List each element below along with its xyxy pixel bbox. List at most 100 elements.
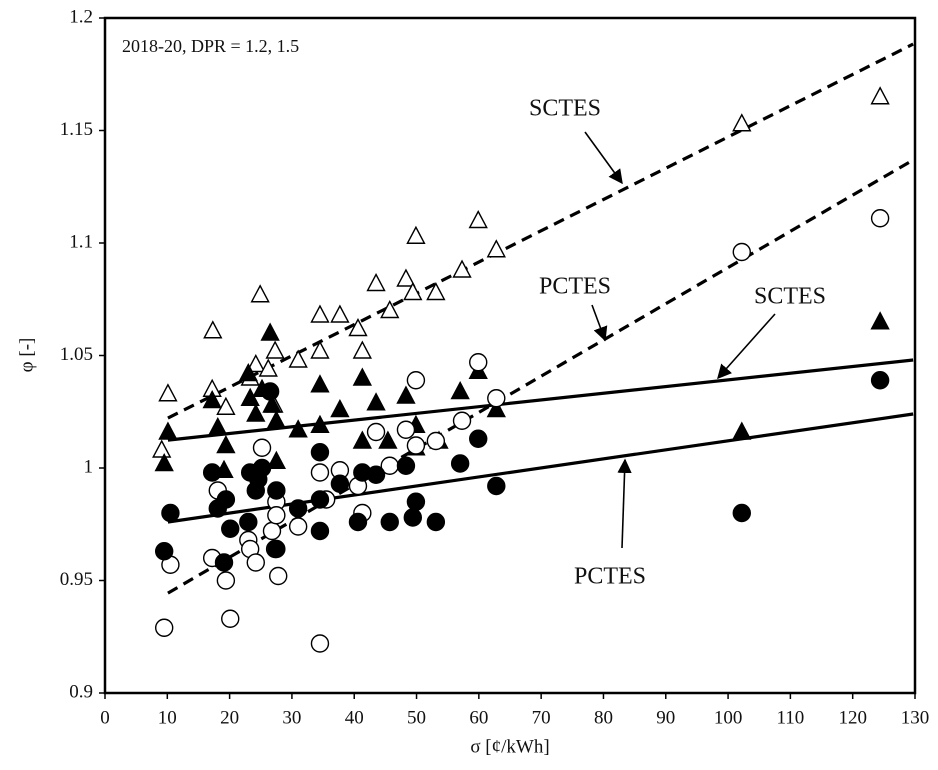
point bbox=[208, 417, 228, 436]
point bbox=[732, 242, 751, 262]
x-tick-label: 90 bbox=[656, 707, 675, 728]
point bbox=[366, 273, 386, 292]
point bbox=[487, 476, 506, 496]
point bbox=[487, 389, 506, 408]
point bbox=[366, 465, 386, 484]
point bbox=[269, 566, 288, 586]
point bbox=[732, 503, 751, 523]
point bbox=[154, 453, 174, 472]
arrow bbox=[617, 458, 632, 549]
point bbox=[396, 268, 416, 287]
point bbox=[267, 506, 286, 525]
point bbox=[732, 421, 752, 440]
point bbox=[310, 490, 330, 509]
x-tick-label: 120 bbox=[838, 707, 867, 728]
point bbox=[202, 463, 222, 482]
annotation: PCTES bbox=[539, 274, 611, 300]
point bbox=[161, 503, 180, 523]
point bbox=[310, 340, 330, 359]
point bbox=[250, 284, 270, 303]
point bbox=[288, 419, 308, 438]
point bbox=[396, 385, 416, 404]
point bbox=[203, 320, 223, 339]
x-axis-title: σ [¢/kWh] bbox=[470, 736, 549, 757]
point bbox=[154, 618, 174, 637]
point bbox=[267, 481, 286, 500]
point bbox=[352, 340, 372, 359]
x-tick-label: 20 bbox=[220, 707, 239, 728]
y-tick-label: 1.05 bbox=[60, 344, 93, 365]
point bbox=[152, 439, 172, 458]
point bbox=[216, 396, 236, 415]
point bbox=[216, 435, 236, 454]
point bbox=[406, 371, 426, 390]
point bbox=[267, 539, 286, 559]
point bbox=[870, 86, 890, 105]
point bbox=[732, 113, 752, 132]
point bbox=[266, 410, 287, 429]
y-tick-label: 0.9 bbox=[69, 681, 93, 702]
arrow bbox=[591, 304, 608, 342]
annotation: SCTES bbox=[754, 284, 826, 310]
point bbox=[158, 421, 178, 440]
y-tick-label: 1.2 bbox=[69, 6, 93, 27]
x-tick-label: 0 bbox=[100, 707, 110, 728]
annotation: 2018-20, DPR = 1.2, 1.5 bbox=[122, 36, 299, 56]
point bbox=[380, 300, 400, 319]
point bbox=[870, 371, 890, 390]
point bbox=[330, 399, 350, 418]
x-tick-label: 100 bbox=[714, 707, 743, 728]
point bbox=[469, 353, 488, 372]
point bbox=[221, 519, 240, 538]
point bbox=[216, 490, 236, 509]
x-tick-label: 70 bbox=[532, 707, 551, 728]
y-tick-label: 1.1 bbox=[69, 231, 93, 252]
point bbox=[403, 282, 423, 301]
point bbox=[260, 322, 280, 341]
point bbox=[288, 349, 308, 368]
fit-line bbox=[167, 358, 914, 442]
point bbox=[310, 414, 330, 433]
y-tick-label: 1.15 bbox=[60, 119, 93, 140]
plot-frame bbox=[103, 16, 917, 695]
point bbox=[246, 403, 266, 422]
point bbox=[366, 392, 386, 411]
y-axis-title: φ [-] bbox=[16, 338, 37, 373]
point bbox=[426, 282, 446, 301]
point bbox=[380, 512, 399, 532]
point bbox=[262, 394, 282, 413]
point bbox=[310, 634, 330, 653]
point bbox=[468, 210, 488, 229]
x-tick-label: 110 bbox=[776, 707, 804, 728]
point bbox=[266, 450, 287, 469]
point bbox=[214, 553, 234, 572]
point bbox=[870, 209, 890, 228]
arrow bbox=[717, 313, 776, 380]
fit-line bbox=[167, 42, 914, 420]
x-tick-label: 60 bbox=[469, 707, 488, 728]
point bbox=[452, 411, 472, 430]
point bbox=[870, 311, 890, 330]
point bbox=[450, 454, 470, 473]
point bbox=[246, 354, 266, 373]
point bbox=[452, 259, 472, 278]
point bbox=[378, 430, 398, 449]
point bbox=[486, 239, 506, 258]
point bbox=[310, 304, 330, 323]
x-tick-label: 50 bbox=[407, 707, 426, 728]
point bbox=[310, 374, 330, 393]
point bbox=[221, 609, 240, 628]
point bbox=[330, 304, 350, 323]
point bbox=[288, 517, 308, 536]
point bbox=[202, 390, 222, 409]
point bbox=[406, 225, 426, 244]
point bbox=[265, 340, 285, 359]
y-tick-label: 0.95 bbox=[60, 569, 93, 590]
point bbox=[469, 429, 488, 448]
point bbox=[240, 387, 260, 406]
point bbox=[252, 458, 272, 478]
arrow bbox=[584, 131, 623, 185]
point bbox=[310, 443, 330, 462]
point bbox=[396, 420, 416, 439]
point bbox=[352, 367, 372, 386]
